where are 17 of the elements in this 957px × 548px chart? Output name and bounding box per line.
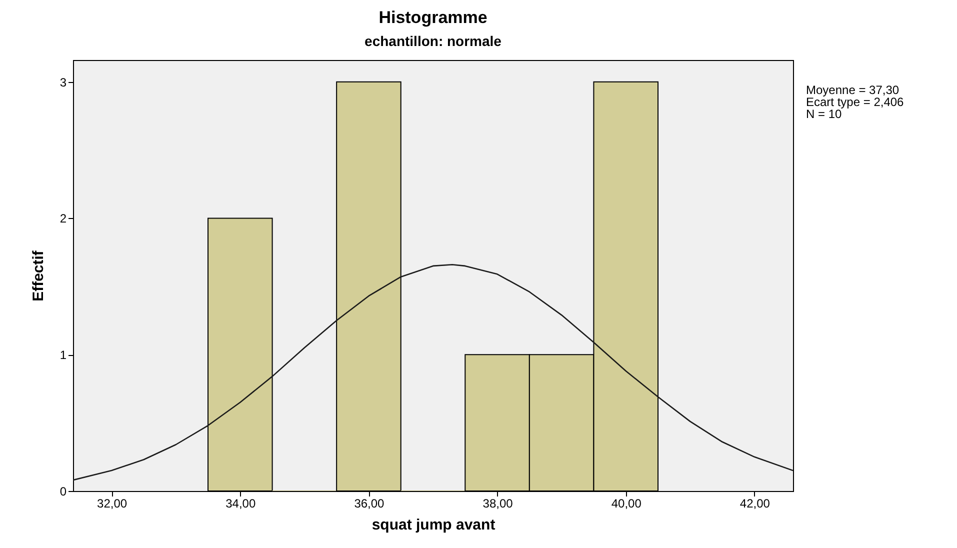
chart-subtitle: echantillon: normale (364, 33, 502, 49)
x-axis-title: squat jump avant (372, 516, 496, 534)
text: N = 10 (806, 107, 842, 121)
x-tick-label: 42,00 (740, 496, 770, 510)
y-tick-label: 2 (60, 212, 67, 226)
x-tick-label: 36,00 (354, 496, 385, 510)
y-tick-label: 3 (60, 75, 67, 90)
y-tick-label: 1 (60, 348, 67, 362)
text: Moyenne = 37,30 (806, 83, 900, 97)
x-tick-label: 40,00 (611, 496, 642, 510)
x-tick-label: 34,00 (226, 496, 256, 510)
chart-title: Histogramme (378, 8, 488, 27)
y-axis-title: Effectif (30, 250, 47, 302)
y-tick-label: 0 (60, 484, 67, 498)
text: Ecart type = 2,406 (806, 95, 904, 109)
x-tick-label: 38,00 (482, 496, 514, 510)
x-tick-label: 32,00 (97, 496, 128, 510)
